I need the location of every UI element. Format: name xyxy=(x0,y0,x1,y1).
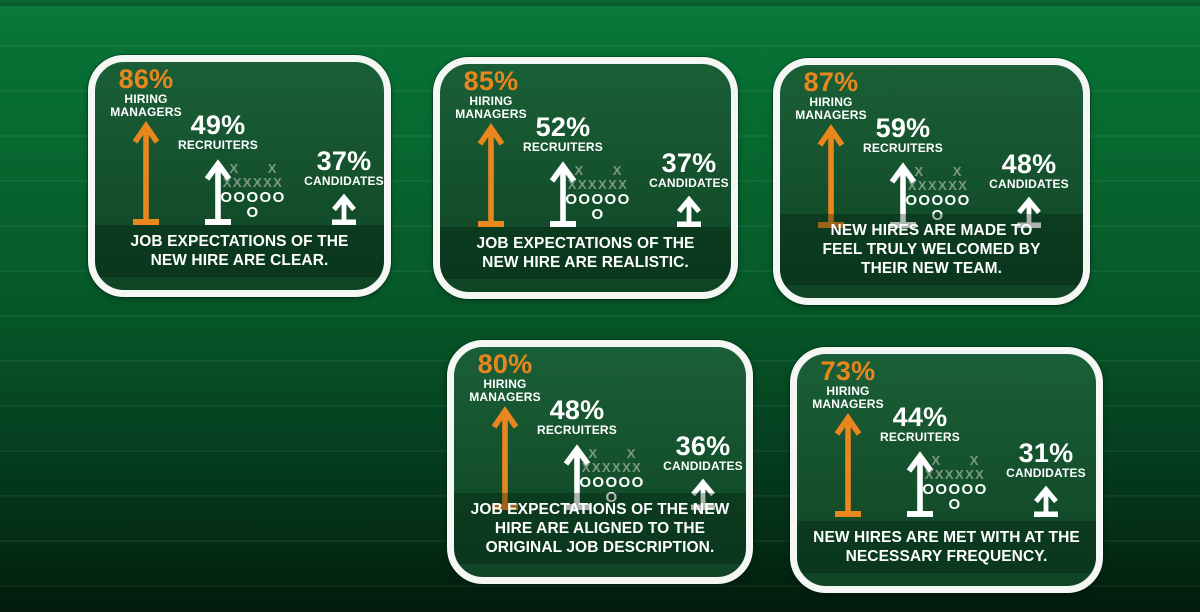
stat-candidates: 31% CANDIDATES xyxy=(993,438,1096,517)
recruiters-percent: 44% xyxy=(892,402,948,432)
stat-recruiters: 49% RECRUITERS xyxy=(167,112,269,225)
stat-hiring-managers: 87% HIRING MANAGERS xyxy=(782,69,880,228)
football-play-diagram: X X XXXXXX OOOOO O xyxy=(907,453,1003,513)
hiring-managers-label: HIRING MANAGERS xyxy=(110,92,182,119)
defense-x-row-top: X X xyxy=(574,163,622,178)
stat-card-welcomed-by-team: 87% HIRING MANAGERS 59% RECRUITERS X X X… xyxy=(773,58,1090,305)
tall-arrow-icon xyxy=(474,123,508,227)
stat-recruiters: 44% RECRUITERS xyxy=(869,404,971,517)
football-play-diagram: X X XXXXXX OOOOO O xyxy=(564,446,660,506)
hiring-managers-percent: 86% xyxy=(118,64,174,94)
card-inner: 73% HIRING MANAGERS 44% RECRUITERS X X X… xyxy=(797,354,1096,586)
field-top-stripe xyxy=(0,0,1200,6)
offense-o-row: OOOOO xyxy=(579,474,645,491)
recruiters-label: RECRUITERS xyxy=(879,430,960,444)
quarterback-o-marker: O xyxy=(948,496,962,513)
football-play-diagram: X X XXXXXX OOOOO O xyxy=(205,161,301,221)
offense-o-row: OOOOO xyxy=(922,481,988,498)
stat-hiring-managers: 85% HIRING MANAGERS xyxy=(442,68,540,227)
stat-recruiters: 52% RECRUITERS xyxy=(512,114,614,227)
candidates-percent: 37% xyxy=(316,146,372,176)
card-inner: 85% HIRING MANAGERS 52% RECRUITERS X X X… xyxy=(440,64,731,292)
hiring-managers-label: HIRING MANAGERS xyxy=(469,377,541,404)
candidates-percent: 48% xyxy=(1001,149,1057,179)
tall-arrow-icon xyxy=(831,413,865,517)
candidates-label: CANDIDATES xyxy=(1006,466,1086,480)
recruiters-label: RECRUITERS xyxy=(536,423,617,437)
caption-band: NEW HIRES ARE MET WITH AT THE NECESSARY … xyxy=(797,521,1096,573)
hiring-managers-label: HIRING MANAGERS xyxy=(812,384,884,411)
stat-card-necessary-frequency: 73% HIRING MANAGERS 44% RECRUITERS X X X… xyxy=(790,347,1103,593)
defense-x-row: XXXXXX xyxy=(567,177,629,192)
candidates-percent: 37% xyxy=(661,148,717,178)
defense-x-row: XXXXXX xyxy=(222,175,284,190)
defense-x-row-top: X X xyxy=(914,164,962,179)
offense-o-row: OOOOO xyxy=(220,189,286,206)
candidates-percent: 31% xyxy=(1018,438,1074,468)
caption-band: JOB EXPECTATIONS OF THE NEW HIRE ARE REA… xyxy=(440,227,731,279)
candidates-label: CANDIDATES xyxy=(989,177,1069,191)
stat-candidates: 36% CANDIDATES xyxy=(650,431,746,510)
hiring-managers-percent: 73% xyxy=(820,356,876,386)
recruiters-label: RECRUITERS xyxy=(177,138,258,152)
recruiters-label: RECRUITERS xyxy=(862,141,943,155)
stat-hiring-managers: 86% HIRING MANAGERS xyxy=(97,66,195,225)
stat-card-expectations-clear: 86% HIRING MANAGERS 49% RECRUITERS X X X… xyxy=(88,55,391,297)
stat-hiring-managers: 73% HIRING MANAGERS xyxy=(799,358,897,517)
stat-candidates: 37% CANDIDATES xyxy=(291,146,384,225)
caption-band: NEW HIRES ARE MADE TO FEEL TRULY WELCOME… xyxy=(780,214,1083,285)
hiring-managers-label: HIRING MANAGERS xyxy=(455,94,527,121)
defense-x-row-top: X X xyxy=(931,453,979,468)
quarterback-o-marker: O xyxy=(931,207,945,224)
stat-recruiters: 59% RECRUITERS xyxy=(852,115,954,228)
card-caption: JOB EXPECTATIONS OF THE NEW HIRE ARE ALI… xyxy=(470,501,730,556)
card-caption: NEW HIRES ARE MADE TO FEEL TRULY WELCOME… xyxy=(822,222,1041,277)
tall-arrow-icon xyxy=(814,124,848,228)
short-arrow-icon xyxy=(327,193,361,225)
football-play-diagram: X X XXXXXX OOOOO O xyxy=(550,163,646,223)
quarterback-o-marker: O xyxy=(246,204,260,221)
hiring-managers-percent: 80% xyxy=(477,349,533,379)
candidates-label: CANDIDATES xyxy=(304,174,384,188)
stat-recruiters: 48% RECRUITERS xyxy=(526,397,628,510)
offense-o-row: OOOOO xyxy=(905,192,971,209)
recruiters-percent: 59% xyxy=(875,113,931,143)
candidates-label: CANDIDATES xyxy=(649,176,729,190)
defense-x-row-top: X X xyxy=(588,446,636,461)
caption-band: JOB EXPECTATIONS OF THE NEW HIRE ARE CLE… xyxy=(95,225,384,277)
stat-candidates: 37% CANDIDATES xyxy=(636,148,731,227)
card-inner: 80% HIRING MANAGERS 48% RECRUITERS X X X… xyxy=(454,347,746,577)
recruiters-percent: 52% xyxy=(535,112,591,142)
defense-x-row: XXXXXX xyxy=(581,460,643,475)
quarterback-o-marker: O xyxy=(591,206,605,223)
stat-card-expectations-realistic: 85% HIRING MANAGERS 52% RECRUITERS X X X… xyxy=(433,57,738,299)
defense-x-row: XXXXXX xyxy=(924,467,986,482)
caption-band: JOB EXPECTATIONS OF THE NEW HIRE ARE ALI… xyxy=(454,493,746,564)
card-inner: 86% HIRING MANAGERS 49% RECRUITERS X X X… xyxy=(95,62,384,290)
candidates-label: CANDIDATES xyxy=(663,459,743,473)
card-inner: 87% HIRING MANAGERS 59% RECRUITERS X X X… xyxy=(780,65,1083,298)
card-caption: JOB EXPECTATIONS OF THE NEW HIRE ARE CLE… xyxy=(130,233,349,269)
hiring-managers-percent: 85% xyxy=(463,66,519,96)
stat-card-aligned-to-description: 80% HIRING MANAGERS 48% RECRUITERS X X X… xyxy=(447,340,753,584)
tall-arrow-icon xyxy=(129,121,163,225)
candidates-percent: 36% xyxy=(675,431,731,461)
recruiters-percent: 48% xyxy=(549,395,605,425)
football-play-diagram: X X XXXXXX OOOOO O xyxy=(890,164,986,224)
short-arrow-icon xyxy=(1029,485,1063,517)
defense-x-row-top: X X xyxy=(229,161,277,176)
stat-hiring-managers: 80% HIRING MANAGERS xyxy=(456,351,554,510)
offense-o-row: OOOOO xyxy=(565,191,631,208)
hiring-managers-percent: 87% xyxy=(803,67,859,97)
card-caption: NEW HIRES ARE MET WITH AT THE NECESSARY … xyxy=(813,529,1080,565)
defense-x-row: XXXXXX xyxy=(907,178,969,193)
short-arrow-icon xyxy=(672,195,706,227)
quarterback-o-marker: O xyxy=(605,489,619,506)
stat-candidates: 48% CANDIDATES xyxy=(976,151,1082,228)
recruiters-label: RECRUITERS xyxy=(522,140,603,154)
hiring-managers-label: HIRING MANAGERS xyxy=(795,95,867,122)
card-caption: JOB EXPECTATIONS OF THE NEW HIRE ARE REA… xyxy=(476,235,695,271)
recruiters-percent: 49% xyxy=(190,110,246,140)
